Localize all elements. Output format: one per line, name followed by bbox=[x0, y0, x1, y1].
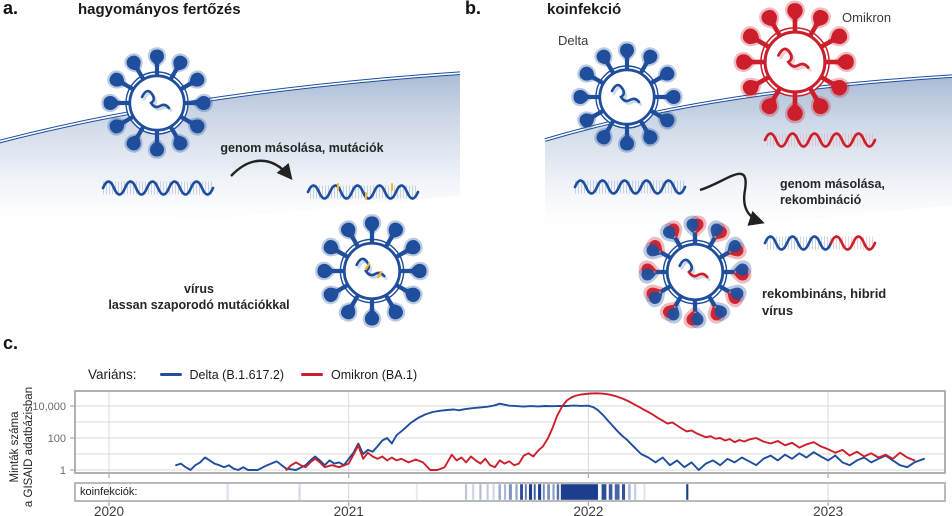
panel-b-result-line1: rekombináns, hibrid bbox=[762, 286, 887, 301]
legend-item-delta: Delta (B.1.617.2) bbox=[159, 367, 285, 382]
svg-text:2022: 2022 bbox=[573, 504, 603, 516]
rna-wave-blue-icon bbox=[573, 179, 687, 195]
panel-c-label: c. bbox=[3, 333, 19, 353]
coinfections-strip bbox=[74, 482, 946, 502]
panel-a-title: hagyományos fertőzés bbox=[78, 1, 241, 18]
series-line-delta bbox=[175, 402, 925, 471]
delta-virus-icon bbox=[571, 41, 683, 153]
panel-a-result-note: vírus lassan szaporodó mutációkkal bbox=[88, 281, 310, 313]
svg-text:2021: 2021 bbox=[334, 504, 364, 516]
y-axis-ticks: 1 100 10,000 bbox=[32, 401, 75, 477]
samples-chart: 1 100 10,000 2020 2021 2022 2023 bbox=[32, 390, 946, 516]
virus-icon bbox=[101, 47, 213, 159]
legend-title: Variáns: bbox=[88, 367, 137, 382]
rna-wave-blue-icon bbox=[101, 180, 215, 196]
panel-a-illustration bbox=[0, 47, 460, 328]
mutated-virus-icon bbox=[315, 214, 429, 328]
coinfection-marks bbox=[226, 484, 689, 500]
copy-arrow bbox=[230, 159, 293, 181]
svg-text:2020: 2020 bbox=[94, 504, 124, 516]
legend-label-delta: Delta (B.1.617.2) bbox=[189, 367, 285, 382]
omikron-virus-icon bbox=[733, 0, 857, 124]
hybrid-virus-icon bbox=[638, 215, 752, 329]
series-line-omikron bbox=[285, 392, 916, 471]
rna-wave-mutated-icon bbox=[306, 183, 420, 200]
panel-b-copy-line1: genom másolása, bbox=[780, 177, 885, 191]
delta-line-swatch bbox=[159, 373, 182, 376]
legend-label-omikron: Omikron (BA.1) bbox=[331, 367, 418, 382]
omikron-line-swatch bbox=[301, 373, 324, 376]
cell-membrane-gap bbox=[544, 75, 952, 141]
panel-a-copy-note: genom másolása, mutációk bbox=[220, 141, 384, 155]
panel-a-result-line2: lassan szaporodó mutációkkal bbox=[108, 298, 290, 312]
panel-a-label: a. bbox=[3, 0, 19, 18]
legend-item-omikron: Omikron (BA.1) bbox=[301, 368, 417, 382]
plot-border bbox=[74, 390, 946, 474]
panel-b-copy-line2: rekombináció bbox=[780, 193, 862, 207]
rna-wave-red-icon bbox=[763, 132, 877, 148]
x-axis-ticks: 2020 2021 2022 2023 bbox=[94, 474, 843, 516]
recombination-arrow bbox=[699, 172, 765, 226]
chart-legend: Variáns: Delta (B.1.617.2) Omikron (BA.1… bbox=[88, 367, 417, 382]
rna-wave-hybrid-icon bbox=[763, 235, 877, 251]
panel-b-result-line2: vírus bbox=[762, 302, 794, 318]
omikron-virus-label: Omikron bbox=[842, 10, 892, 25]
panel-b-result-note: rekombináns, hibrid vírus bbox=[762, 286, 932, 319]
panel-b-copy-note: genom másolása, rekombináció bbox=[780, 176, 940, 208]
panel-b-label: b. bbox=[465, 0, 481, 18]
panel-b-illustration bbox=[544, 0, 952, 329]
svg-text:10,000: 10,000 bbox=[32, 401, 66, 413]
delta-virus-label: Delta bbox=[558, 33, 589, 48]
svg-text:100: 100 bbox=[48, 433, 66, 445]
coinfections-strip-label: koinfekciók: bbox=[80, 486, 138, 498]
svg-text:1: 1 bbox=[60, 465, 66, 477]
panel-b-title: koinfekció bbox=[547, 1, 622, 18]
svg-text:2023: 2023 bbox=[813, 504, 843, 516]
panel-a-result-line1: vírus bbox=[184, 282, 214, 296]
